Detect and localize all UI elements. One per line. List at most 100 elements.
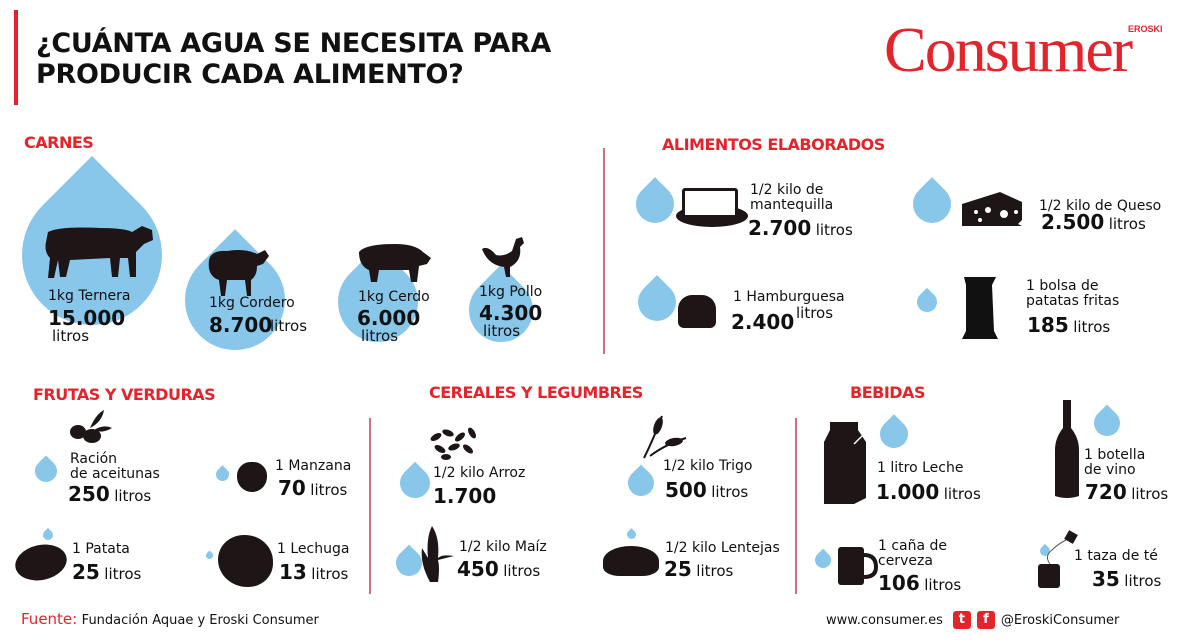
burger-icon [678,295,716,328]
item-label: 1 botella de vino [1084,447,1146,478]
item-label: 1 Hamburguesa [733,289,845,305]
eroski-logo-super: EROSKI [1128,24,1163,34]
water-drop-icon [625,528,638,541]
item-value-row: 500 litros [665,478,749,502]
page-title: ¿CUÁNTA AGUA SE NECESITA PARA PRODUCIR C… [36,28,551,90]
wine-bottle-icon [1055,400,1079,498]
footer-source: Fuente: Fundación Aquae y Eroski Consume… [21,610,319,629]
twitter-icon[interactable]: t [952,611,971,629]
water-drop-icon [874,414,914,454]
section-title-carnes: CARNES [24,133,94,152]
source-text: Fundación Aquae y Eroski Consumer [81,613,319,628]
item-value-row: 185 litros [1027,313,1111,337]
water-drop-icon [811,548,835,572]
item-unit: litros [796,304,834,322]
source-label: Fuente: [21,610,78,628]
item-label: 1 litro Leche [877,460,964,476]
item-value-row: 25 litros [664,557,734,581]
item-value-row: 2.500 litros [1041,210,1146,234]
item-value-row: 720 litros [1085,480,1169,504]
item-value: 4.300 [479,301,543,325]
section-title-frutas: FRUTAS Y VERDURAS [33,385,216,404]
divider-vertical [369,418,371,594]
item-unit: litros [483,322,521,340]
consumer-logo: Consumer [884,14,1133,85]
item-unit: litros [270,317,308,335]
title-line-2: PRODUCIR CADA ALIMENTO? [36,59,464,90]
item-value: 2.400 [731,310,795,334]
item-label: 1 taza de té [1074,548,1158,564]
item-label: 1kg Cordero [209,295,295,311]
item-value: 15.000 [48,306,126,330]
item-label: 1 Lechuga [277,541,350,557]
water-drop-icon [1088,404,1126,442]
tea-bag-icon [1038,530,1078,588]
butter-icon [682,188,738,218]
item-label: 1 Patata [72,541,130,557]
water-drop-icon [40,527,56,543]
rice-icon [430,427,476,460]
section-title-bebidas: BEBIDAS [850,383,925,402]
item-value: 6.000 [357,306,421,330]
pig-icon [359,244,431,282]
item-label: 1/2 kilo Trigo [663,458,753,474]
chicken-icon [482,237,524,277]
item-value-row: 450 litros [457,557,541,581]
cow-icon [45,226,153,278]
item-label: 1 bolsa de patatas fritas [1026,278,1120,309]
chips-bag-icon [962,277,998,339]
lentils-icon [603,546,659,576]
item-label: 1/2 kilo Maíz [459,539,547,555]
cheese-icon [962,192,1022,226]
water-drop-icon [393,461,437,505]
potato-icon [11,539,71,586]
section-title-elaborados: ALIMENTOS ELABORADOS [662,135,885,154]
divider-vertical [603,148,605,354]
beer-mug-icon [838,547,878,585]
item-unit: litros [52,327,90,345]
website-link[interactable]: www.consumer.es [826,612,943,628]
item-label: 1/2 kilo de Queso [1039,198,1162,214]
item-label: 1/2 kilo Arroz [433,465,526,481]
item-value-row: 13 litros [279,560,349,584]
item-label: 1 caña de cerveza [878,538,948,569]
social-handle[interactable]: @EroskiConsumer [1000,612,1120,628]
item-value-row: 2.700 litros [748,216,853,240]
item-label: 1kg Ternera [48,288,131,304]
item-value-row: 25 litros [72,560,142,584]
item-unit: litros [361,327,399,345]
item-value-row: 1.000 litros [876,480,981,504]
item-value-row: 35 litros [1092,567,1162,591]
wheat-icon [643,415,687,459]
corn-icon [421,526,454,582]
item-value-row: 106 litros [878,571,962,595]
facebook-icon[interactable]: f [976,611,995,629]
milk-carton-icon [824,422,866,504]
item-value-row: 70 litros [278,476,348,500]
section-title-cereales: CEREALES Y LEGUMBRES [429,383,643,402]
item-label: 1/2 kilo de mantequilla [750,182,834,213]
water-drop-icon [213,465,232,484]
item-label: Ración de aceitunas [70,451,160,482]
title-accent-bar [14,10,18,105]
water-drop-icon [905,177,959,231]
sheep-icon [208,250,269,296]
footer-social: www.consumer.es t f @EroskiConsumer [826,611,1119,629]
item-label: 1/2 kilo Lentejas [665,540,780,556]
water-drop-icon [30,455,62,487]
water-drop-icon [630,275,684,329]
olives-icon [70,410,112,443]
item-value: 1.700 [433,484,497,508]
item-value-row: 250 litros [68,482,152,506]
item-label: 1 Manzana [275,458,352,474]
item-label: 1kg Cerdo [358,289,430,305]
water-drop-icon [628,177,682,231]
water-drop-icon [912,287,942,317]
lettuce-icon [218,535,273,587]
title-line-1: ¿CUÁNTA AGUA SE NECESITA PARA [36,28,552,59]
water-drop-icon [622,464,660,502]
divider-vertical [795,418,797,594]
item-label: 1kg Pollo [479,284,543,300]
water-drop-icon [204,550,215,561]
apple-icon [237,462,267,492]
